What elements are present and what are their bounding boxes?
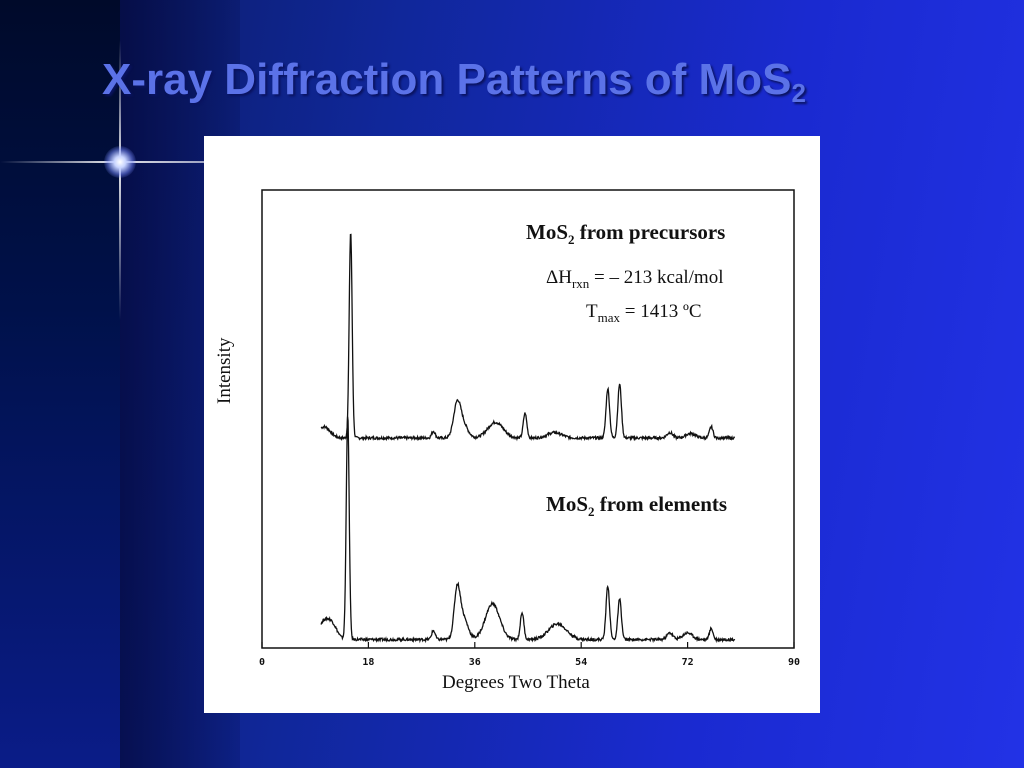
series-line-precursors <box>320 233 736 442</box>
plot-frame <box>261 189 795 649</box>
annotation-text: MoS <box>526 220 568 244</box>
annotation-text: = 1413 ºC <box>620 301 702 322</box>
annotation-text: ΔH <box>546 267 572 288</box>
x-tick-label: 90 <box>788 657 800 668</box>
lens-flare-horizontal <box>0 161 205 163</box>
annotation-subscript: max <box>597 309 620 325</box>
x-tick-label: 54 <box>575 657 587 668</box>
lens-flare-star-icon <box>104 146 136 178</box>
background-corner <box>0 0 120 768</box>
annotation-text: from precursors <box>574 220 726 244</box>
annotation-subscript: 2 <box>588 504 595 520</box>
slide-title-subscript: 2 <box>791 78 806 108</box>
annotation-enthalpy: ΔHrxn = – 213 kcal/mol <box>546 267 724 292</box>
annotation-text: = – 213 kcal/mol <box>589 267 724 288</box>
annotation-subscript: rxn <box>571 275 590 291</box>
lens-flare-vertical <box>119 40 121 320</box>
annotation-precursors-title: MoS2 from precursors <box>526 220 725 248</box>
annotation-tmax: Tmax = 1413 ºC <box>586 301 702 326</box>
x-tick-label: 72 <box>682 657 694 668</box>
annotation-text: from elements <box>594 492 728 516</box>
xrd-figure: 0 18 36 54 72 90 MoS2 from precursors ΔHrxn =… <box>204 136 820 713</box>
series-lines <box>320 233 736 644</box>
annotation-elements-title: MoS2 from elements <box>546 492 727 520</box>
annotation-text: MoS <box>546 492 588 516</box>
x-tick-label: 36 <box>469 657 481 668</box>
slide-title: X-ray Diffraction Patterns of MoS2 <box>102 55 806 109</box>
y-axis-label: Intensity <box>214 337 235 405</box>
annotation-subscript: 2 <box>568 232 575 248</box>
x-axis-ticks: 0 18 36 54 72 90 <box>259 642 800 668</box>
x-axis-label: Degrees Two Theta <box>442 672 590 693</box>
x-tick-label: 0 <box>259 657 265 668</box>
x-tick-label: 18 <box>362 657 374 668</box>
series-line-elements <box>320 416 736 644</box>
annotation-text: T <box>586 301 598 322</box>
slide-title-text: X-ray Diffraction Patterns of MoS <box>102 55 792 104</box>
xrd-chart: 0 18 36 54 72 90 <box>259 189 800 668</box>
